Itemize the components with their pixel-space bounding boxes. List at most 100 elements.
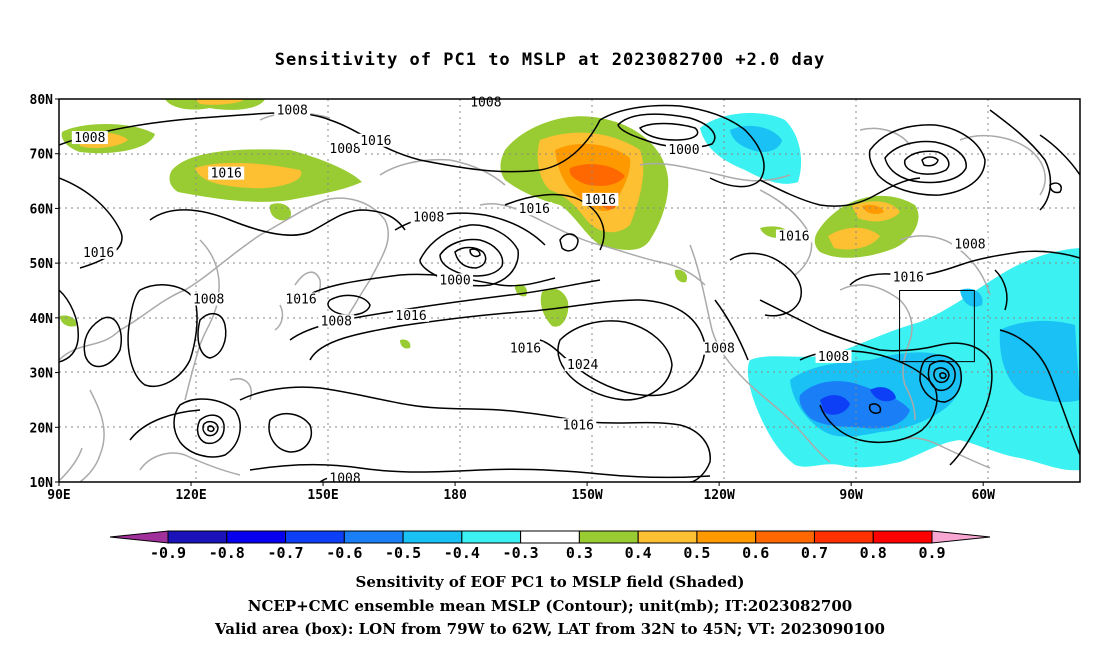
- contour-label: 1016: [519, 202, 550, 217]
- colorbar-swatch: [755, 530, 815, 544]
- colorbar-swatch: [402, 530, 463, 544]
- caption-shading: Sensitivity of EOF PC1 to MSLP field (Sh…: [355, 573, 745, 591]
- contour-label-bg: [564, 358, 601, 372]
- colorbar-swatch: [813, 530, 874, 544]
- contour-label: 1008: [277, 104, 308, 119]
- coastlines: [59, 112, 1046, 482]
- positive-sensitivity-area-siberia: [169, 149, 362, 221]
- contour-label-bg: [775, 229, 812, 243]
- colorbar-label: 0.4: [625, 544, 652, 562]
- negative-sensitivity-area-arctic: [700, 113, 802, 184]
- contour-label: 1016: [893, 271, 924, 286]
- contour-label-bg: [701, 341, 738, 355]
- lon-label: 150E: [307, 488, 338, 503]
- contour-label-bg: [80, 245, 117, 259]
- contour-label-bg: [274, 103, 311, 117]
- plot-frame: [58, 98, 1081, 483]
- lon-label: 150W: [571, 488, 602, 503]
- contour-label: 1016: [510, 342, 541, 357]
- contour-label-bg: [560, 418, 597, 432]
- contour-label: 1008: [470, 95, 501, 110]
- valid-area-box: [899, 290, 975, 363]
- colorbar-swatch: [578, 530, 639, 544]
- lon-label: 60W: [971, 488, 995, 503]
- contour-label-bg: [190, 292, 227, 306]
- contour-label-bg: [318, 314, 355, 328]
- caption-contour: NCEP+CMC ensemble mean MSLP (Contour); u…: [247, 597, 853, 615]
- contour-label: 1000: [439, 273, 470, 288]
- contour-label-bg: [815, 349, 852, 363]
- contour-label-bg: [71, 131, 108, 145]
- lat-label: 80N: [30, 93, 54, 108]
- contour-label: 1008: [321, 314, 352, 329]
- colorbar-label: 0.3: [566, 544, 593, 562]
- colorbar-label: 0.8: [860, 544, 887, 562]
- lat-label: 70N: [30, 148, 54, 163]
- contour-label: 1024: [567, 358, 598, 373]
- contour-label-bg: [507, 341, 544, 355]
- lat-label: 40N: [30, 312, 54, 327]
- lat-label: 30N: [30, 367, 54, 382]
- colorbar-label: -0.4: [444, 544, 480, 562]
- colorbar-label: -0.6: [326, 544, 362, 562]
- map-title: Sensitivity of PC1 to MSLP at 2023082700…: [274, 50, 826, 70]
- colorbar-label: -0.3: [503, 544, 539, 562]
- contour-label-bg: [951, 237, 988, 251]
- contour-label-bg: [393, 308, 430, 322]
- colorbar-label: -0.7: [267, 544, 303, 562]
- contour-label-bg: [208, 166, 245, 180]
- mslp-contours: [59, 104, 1080, 482]
- colorbar-label: 0.5: [683, 544, 710, 562]
- colorbar-label: -0.5: [385, 544, 421, 562]
- colorbar-swatch: [343, 530, 404, 544]
- contour-label: 1008: [74, 131, 105, 146]
- lon-label: 120W: [703, 488, 734, 503]
- contour-label: 1016: [563, 418, 594, 433]
- positive-sensitivity-area-pacific-small: [60, 269, 688, 349]
- contour-label: 1008: [193, 292, 224, 307]
- colorbar-swatch: [285, 530, 345, 544]
- colorbar-low-triangle: [109, 530, 169, 544]
- colorbar-swatch: [520, 530, 580, 544]
- contour-label: 1008: [818, 350, 849, 365]
- contour-label: 1008: [703, 342, 734, 357]
- contour-label: 1016: [585, 193, 616, 208]
- colorbar-swatch: [226, 530, 287, 544]
- colorbar-swatch: [637, 530, 698, 544]
- positive-sensitivity-area-canada: [760, 195, 919, 258]
- negative-sensitivity-area-gulf-atlantic: [747, 248, 1080, 471]
- contour-label-bg: [516, 202, 553, 216]
- contour-label: 1008: [329, 471, 360, 486]
- lon-label: 90E: [47, 488, 70, 503]
- contour-label: 1008: [329, 142, 360, 157]
- contour-label: 1016: [83, 246, 114, 261]
- colorbar-high-triangle: [931, 530, 991, 544]
- colorbar-label: -0.9: [150, 544, 186, 562]
- colorbar-swatch: [696, 530, 757, 544]
- contour-label-bg: [582, 192, 619, 206]
- caption-valid-area: Valid area (box): LON from 79W to 62W, L…: [215, 620, 885, 638]
- sensitivity-map: 1008101610081016100810081000101610161008…: [30, 93, 1081, 562]
- contour-label: 1000: [668, 143, 699, 158]
- contour-label-bg: [327, 141, 364, 155]
- contour-label-bg: [665, 143, 702, 157]
- contour-label-bg: [890, 270, 927, 284]
- colorbar: -0.9 -0.8 -0.7 -0.6 -0.5 -0.4 -0.3 0.3 0.4 0.5 0.6…: [109, 530, 991, 562]
- contour-label: 1016: [778, 230, 809, 245]
- colorbar-label: 0.9: [918, 544, 945, 562]
- colorbar-label: 0.6: [742, 544, 769, 562]
- lat-label: 60N: [30, 202, 54, 217]
- contour-label: 1016: [395, 309, 426, 324]
- contour-label: 1016: [360, 134, 391, 149]
- contour-label: 1016: [285, 292, 316, 307]
- colorbar-swatch: [167, 530, 228, 544]
- contour-label: 1008: [413, 210, 444, 225]
- lon-label: 120E: [175, 488, 206, 503]
- contour-label-bg: [327, 471, 364, 485]
- contour-label-bg: [283, 292, 320, 306]
- contour-label: 1016: [211, 167, 242, 182]
- contour-label-bg: [437, 273, 474, 287]
- contour-label: 1008: [954, 238, 985, 253]
- colorbar-swatch: [461, 530, 522, 544]
